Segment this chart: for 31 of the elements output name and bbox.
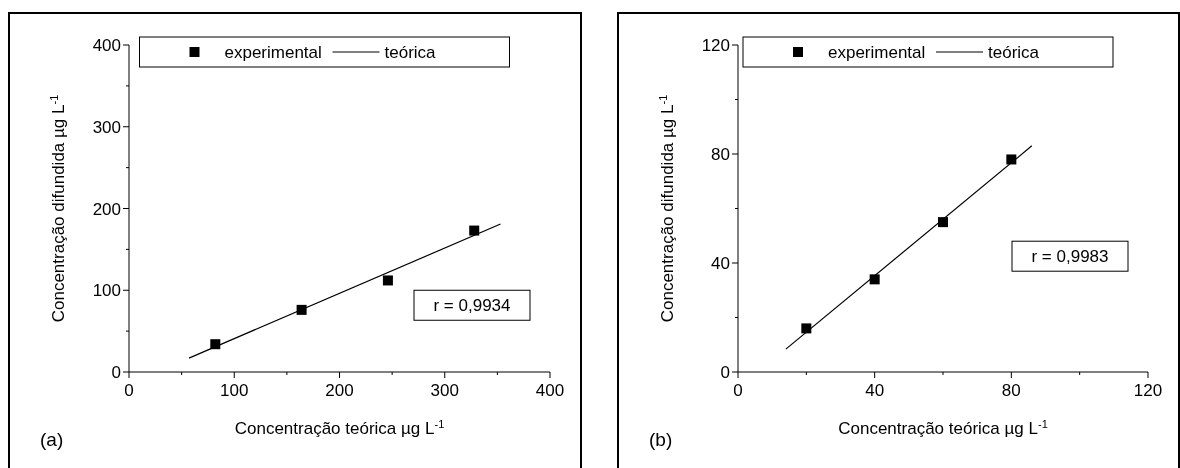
x-tick-label: 80 — [1001, 381, 1021, 400]
point — [469, 225, 480, 236]
x-tick-label: 40 — [865, 381, 885, 400]
y-tick-label: 0 — [720, 363, 730, 382]
y-tick-label: 120 — [701, 36, 730, 55]
legend-label: teórica — [384, 43, 437, 62]
y-tick-label: 0 — [111, 363, 121, 382]
legend-label: teórica — [988, 43, 1040, 62]
y-tick-label: 300 — [92, 117, 121, 137]
legend-label: experimental — [828, 43, 926, 62]
y-tick-label: 400 — [92, 36, 121, 55]
x-tick-label: 0 — [124, 381, 134, 400]
text: (a) — [40, 429, 64, 450]
x-tick-label: 100 — [220, 381, 249, 400]
x-axis-title: Concentração teórica µg L$^{-1}$ — [234, 418, 445, 438]
y-tick-label: 200 — [92, 199, 121, 219]
y-tick-label: 80 — [711, 145, 730, 164]
x-tick-label: 400 — [535, 381, 565, 400]
annotation: r = 0,9934 — [433, 296, 511, 316]
y-tick-label: 40 — [711, 254, 730, 273]
text: (b) — [649, 429, 673, 450]
x-axis-title: Concentração teórica µg L$^{-1}$ — [838, 418, 1048, 438]
legend-label: experimental — [224, 43, 322, 62]
point — [382, 275, 393, 286]
x-tick-label: 300 — [430, 381, 459, 400]
y-tick-label: 100 — [92, 281, 121, 301]
x-tick-label: 0 — [733, 381, 743, 400]
point — [801, 323, 812, 334]
annotation: r = 0,9983 — [1031, 247, 1109, 267]
x-tick-label: 200 — [325, 381, 354, 400]
x-tick-label: 120 — [1133, 381, 1163, 400]
